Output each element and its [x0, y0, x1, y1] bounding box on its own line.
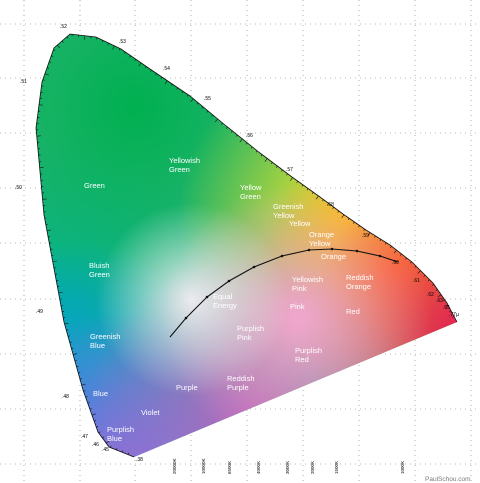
region-label-equal-energy: Equal Energy	[213, 292, 237, 310]
planck-marker	[205, 295, 209, 299]
wavelength-label: .61	[413, 278, 420, 284]
wavelength-label: .50	[15, 185, 22, 191]
wavelength-label: .57	[286, 167, 293, 173]
region-label-reddish-purple: Reddish Purple	[227, 374, 255, 392]
credit-text: PaulSchou.com	[425, 476, 471, 483]
region-label-purple: Purple	[176, 383, 198, 392]
wavelength-ticks	[36, 34, 455, 455]
wavelength-label: .59	[362, 233, 369, 239]
region-label-violet: Violet	[141, 408, 161, 417]
planckian-markers	[184, 247, 382, 320]
wavelength-label: .51	[20, 79, 27, 85]
planck-marker	[280, 254, 284, 258]
temperature-label: 6500K	[227, 461, 232, 474]
spectral-locus	[35, 33, 458, 458]
region-label-purplish-pink: Purplish Pink	[237, 324, 264, 342]
planck-marker	[378, 254, 382, 258]
region-label-yellow-green: Yellow Green	[240, 183, 262, 201]
region-label-orange: Orange	[321, 252, 346, 261]
region-label-yellow: Yellow	[289, 219, 311, 228]
temperature-label: 10000K	[201, 458, 206, 474]
temperature-label: 1000K	[400, 461, 405, 474]
planck-marker	[252, 265, 256, 269]
region-label-bluish-green: Bluish Green	[89, 261, 110, 279]
wavelength-label: .47	[81, 434, 88, 440]
temperature-label: 2000K	[310, 461, 315, 474]
wavelength-label: .62	[427, 292, 434, 298]
region-label-yellowish-green: Yellowish Green	[169, 156, 200, 174]
region-label-greenish-blue: Greenish Blue	[90, 332, 120, 350]
planck-marker	[355, 249, 359, 253]
temperature-label: 3000K	[285, 461, 290, 474]
region-label-purplish-blue: Purplish Blue	[107, 425, 134, 443]
temperature-label: 1500K	[334, 461, 339, 474]
region-label-blue: Blue	[93, 389, 108, 398]
wavelength-label: .38	[136, 457, 143, 463]
wavelength-label: .65	[443, 305, 450, 311]
wavelength-label: .56	[246, 133, 253, 139]
region-label-green: Green	[84, 181, 105, 190]
wavelength-label: .63	[436, 298, 443, 304]
planck-marker	[330, 247, 334, 251]
wavelength-label: .53	[119, 39, 126, 45]
wavelength-label: .60	[392, 260, 399, 266]
temperature-label: 20000K	[172, 458, 177, 474]
region-label-reddish-orange: Reddish Orange	[346, 273, 374, 291]
wavelength-label: .55	[204, 96, 211, 102]
wavelength-label: .45	[102, 447, 109, 453]
temperature-labels: 20000K 10000K 6500K 4000K 3000K 2000K 1500K 100…	[172, 458, 405, 474]
wavelength-label: .77µ	[449, 312, 459, 318]
region-label-yellowish-pink: Yellowish Pink	[292, 275, 323, 293]
region-label-pink: Pink	[290, 302, 305, 311]
planck-marker	[184, 316, 188, 320]
region-label-purplish-red: Purplish Red	[295, 346, 322, 364]
region-label-red: Red	[346, 307, 360, 316]
wavelength-label: .46	[92, 442, 99, 448]
wavelength-label: .49	[36, 309, 43, 315]
region-labels: Green Yellowish Green Yellow Green Greenish Ye…	[84, 156, 374, 443]
wavelength-label: .58	[327, 202, 334, 208]
temperature-label: 4000K	[256, 461, 261, 474]
region-label-orange-yellow: Orange Yellow	[309, 230, 334, 248]
planck-marker	[307, 248, 311, 252]
wavelength-labels: .38 .45.46 .47 .48 .49 .50 .51 .52 .53 .54 .55 .56.…	[15, 24, 459, 463]
wavelength-label: .54	[163, 66, 170, 72]
planck-marker	[227, 279, 231, 283]
region-label-greenish-yellow: Greenish Yellow	[273, 202, 303, 220]
wavelength-label: .52	[60, 24, 67, 30]
wavelength-label: .48	[62, 394, 69, 400]
